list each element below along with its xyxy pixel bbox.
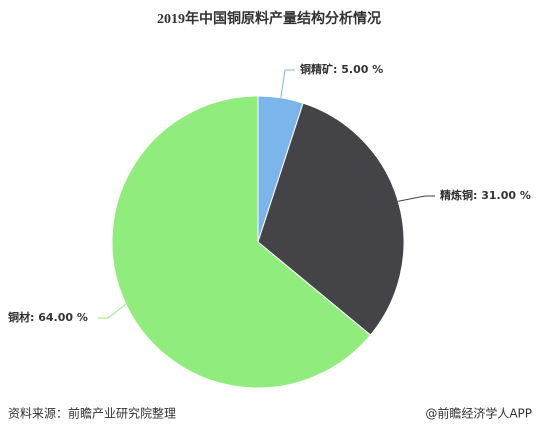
- pie-slice: [111, 95, 372, 389]
- chart-title: 2019年中国铜原料产量结构分析情况: [157, 10, 381, 27]
- value-label: 31.00 %: [481, 189, 531, 202]
- data-label: 精炼铜: 31.00 %: [440, 188, 531, 202]
- category-label: 铜材: [7, 310, 30, 324]
- value-label: 5.00 %: [341, 63, 383, 76]
- label-separator: :: [30, 311, 38, 324]
- source: 资料来源：前瞻产业研究院整理: [8, 406, 176, 421]
- leader-line: [98, 303, 127, 319]
- leader-line: [398, 195, 435, 202]
- category-label: 精炼铜: [440, 188, 473, 202]
- leader-line: [280, 69, 295, 98]
- data-label: 铜材: 64.00 %: [7, 310, 88, 324]
- category-label: 铜精矿: [299, 62, 333, 76]
- data-label: 铜精矿: 5.00 %: [299, 62, 383, 76]
- value-label: 64.00 %: [38, 311, 88, 324]
- label-separator: :: [333, 63, 341, 76]
- label-separator: :: [473, 189, 481, 202]
- brand: @前瞻经济学人APP: [425, 406, 532, 421]
- pie-slice: [257, 102, 405, 336]
